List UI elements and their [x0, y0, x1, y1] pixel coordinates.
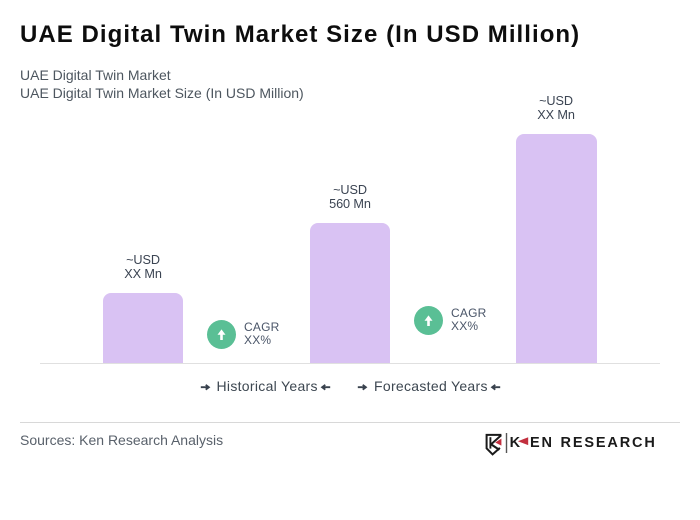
svg-text:KEN: K EN [510, 435, 554, 451]
svg-text:RESEARCH: RESEARCH [561, 435, 657, 451]
